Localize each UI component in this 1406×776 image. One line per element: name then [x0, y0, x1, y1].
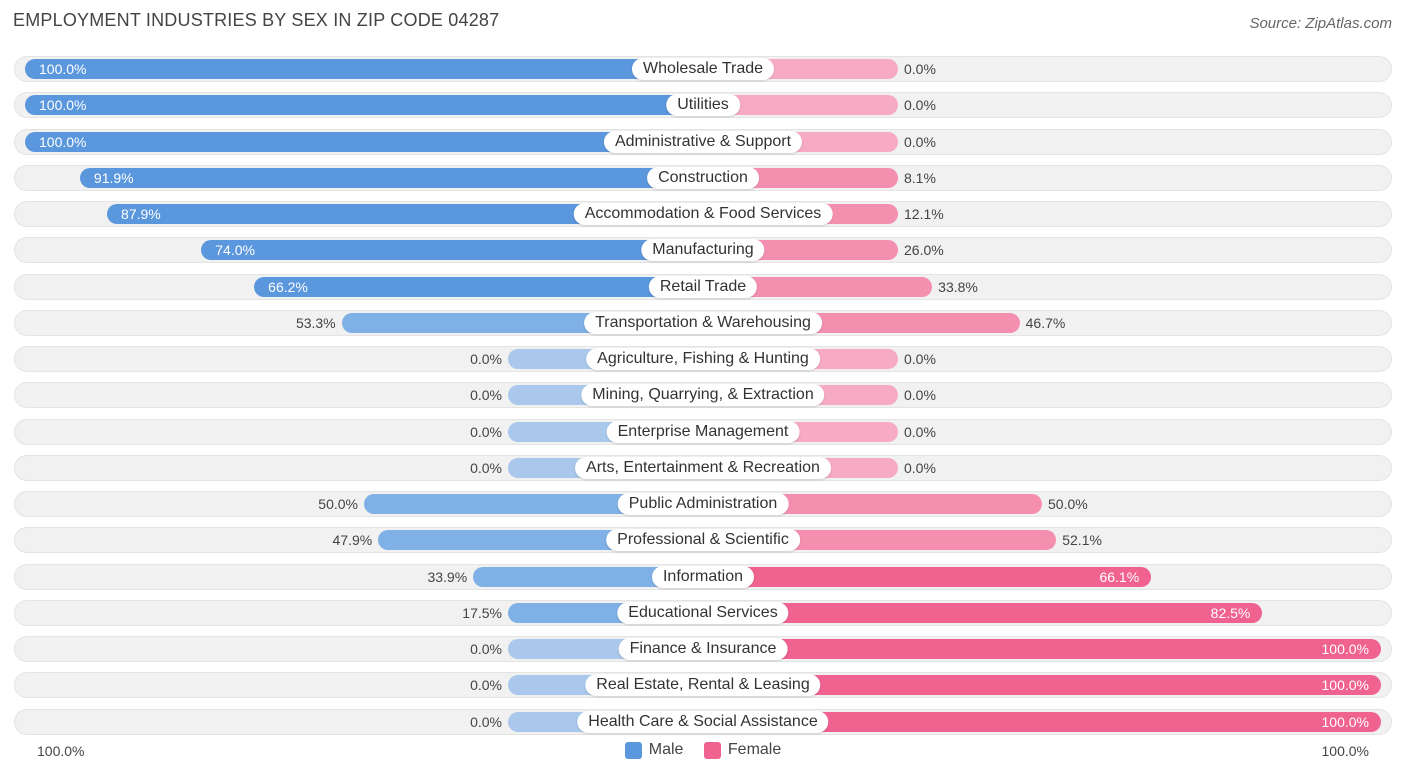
value-label-female: 52.1% — [1062, 532, 1102, 548]
category-label-educational-services: Educational Services — [617, 602, 789, 624]
value-label-female: 0.0% — [904, 61, 936, 77]
value-label-male: 0.0% — [470, 424, 502, 440]
legend-swatch-female — [703, 741, 721, 759]
category-label-transportation-warehousing: Transportation & Warehousing — [584, 312, 822, 334]
bar-female-retail-trade — [703, 277, 933, 297]
category-label-real-estate-rental-leasing: Real Estate, Rental & Leasing — [585, 674, 821, 696]
category-label-administrative-support: Administrative & Support — [603, 131, 803, 153]
value-label-male: 91.9% — [93, 170, 134, 186]
bar-male-retail-trade — [254, 277, 703, 297]
value-label-male: 100.0% — [39, 97, 87, 113]
value-label-male: 0.0% — [470, 460, 502, 476]
category-label-construction: Construction — [647, 167, 759, 189]
legend: Male Female — [0, 741, 1406, 764]
value-label-female: 100.0% — [1321, 641, 1369, 657]
category-label-finance-insurance: Finance & Insurance — [618, 638, 788, 660]
category-label-professional-scientific: Professional & Scientific — [606, 529, 800, 551]
category-label-accommodation-food-services: Accommodation & Food Services — [573, 203, 833, 225]
value-label-male: 17.5% — [462, 605, 502, 621]
category-label-information: Information — [651, 566, 755, 588]
chart-title: EMPLOYMENT INDUSTRIES BY SEX IN ZIP CODE… — [13, 10, 500, 30]
legend-label-female: Female — [727, 741, 782, 758]
category-label-health-care-social-assistance: Health Care & Social Assistance — [577, 711, 829, 733]
value-label-female: 0.0% — [904, 424, 936, 440]
bar-female-educational-services — [703, 603, 1263, 623]
bar-male-manufacturing — [201, 240, 703, 260]
value-label-female: 12.1% — [904, 206, 944, 222]
value-label-male: 0.0% — [470, 387, 502, 403]
category-label-arts-entertainment-recreation: Arts, Entertainment & Recreation — [575, 457, 831, 479]
value-label-male: 47.9% — [332, 532, 373, 548]
category-label-manufacturing: Manufacturing — [641, 239, 765, 261]
bar-female-health-care-social-assistance — [703, 712, 1381, 732]
source-note: Source: ZipAtlas.com — [1249, 15, 1392, 32]
value-label-male: 87.9% — [121, 206, 161, 222]
legend-item-male[interactable]: Male — [624, 741, 684, 759]
value-label-female: 8.1% — [904, 170, 936, 186]
category-label-public-administration: Public Administration — [617, 493, 789, 515]
value-label-female: 0.0% — [904, 387, 936, 403]
value-label-male: 74.0% — [215, 242, 255, 258]
axis-right-label: 100.0% — [1321, 743, 1369, 759]
bar-male-administrative-support — [25, 132, 703, 152]
bar-male-information — [473, 567, 703, 587]
bar-male-construction — [79, 168, 703, 188]
value-label-male: 0.0% — [470, 641, 502, 657]
value-label-female: 26.0% — [904, 242, 944, 258]
bar-female-finance-insurance — [703, 639, 1381, 659]
value-label-female: 46.7% — [1025, 315, 1066, 331]
bar-male-utilities — [25, 95, 703, 115]
value-label-male: 33.9% — [427, 569, 468, 585]
bar-female-utilities — [703, 95, 898, 115]
value-label-female: 0.0% — [904, 351, 936, 367]
value-label-female: 100.0% — [1321, 714, 1369, 730]
value-label-female: 0.0% — [904, 134, 936, 150]
category-label-retail-trade: Retail Trade — [648, 276, 758, 298]
value-label-male: 0.0% — [470, 677, 502, 693]
bar-male-wholesale-trade — [25, 59, 703, 79]
bar-female-real-estate-rental-leasing — [703, 675, 1381, 695]
value-label-female: 33.8% — [938, 279, 978, 295]
value-label-female: 0.0% — [904, 460, 936, 476]
value-label-male: 53.3% — [295, 315, 336, 331]
axis-left-label: 100.0% — [37, 743, 85, 759]
legend-swatch-male — [624, 741, 642, 759]
bar-male-accommodation-food-services — [107, 204, 703, 224]
category-label-utilities: Utilities — [666, 94, 740, 116]
value-label-female: 50.0% — [1048, 496, 1088, 512]
category-label-mining-quarrying-extraction: Mining, Quarrying, & Extraction — [581, 384, 825, 406]
value-label-male: 50.0% — [318, 496, 358, 512]
bar-female-information — [703, 567, 1152, 587]
category-label-agriculture-fishing-hunting: Agriculture, Fishing & Hunting — [586, 348, 820, 370]
category-label-enterprise-management: Enterprise Management — [606, 421, 800, 443]
legend-label-male: Male — [648, 741, 684, 758]
value-label-male: 0.0% — [470, 351, 502, 367]
value-label-female: 82.5% — [1210, 605, 1251, 621]
value-label-male: 0.0% — [470, 714, 502, 730]
value-label-male: 100.0% — [39, 61, 87, 77]
value-label-female: 100.0% — [1321, 677, 1369, 693]
value-label-female: 0.0% — [904, 97, 936, 113]
value-label-female: 66.1% — [1099, 569, 1140, 585]
category-label-wholesale-trade: Wholesale Trade — [631, 58, 775, 80]
legend-item-female[interactable]: Female — [703, 741, 782, 759]
value-label-male: 66.2% — [268, 279, 308, 295]
value-label-male: 100.0% — [39, 134, 87, 150]
